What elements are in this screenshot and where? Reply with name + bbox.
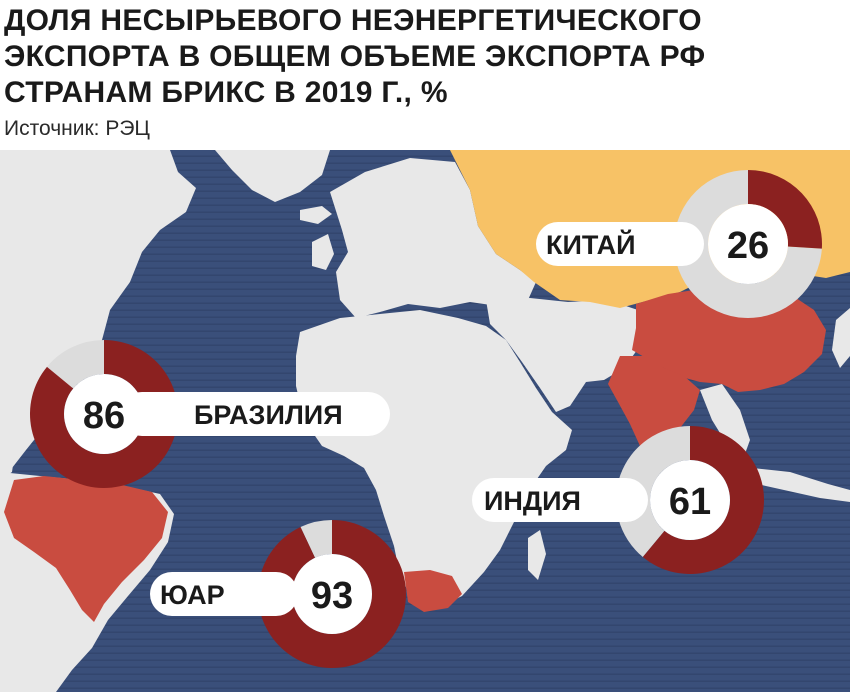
donut-india <box>616 426 765 574</box>
british-isles-landmass <box>312 234 334 270</box>
africa-landmass <box>296 310 572 608</box>
chart-header: ДОЛЯ НЕСЫРЬЕВОГО НЕЭНЕРГЕТИЧЕСКОГО ЭКСПО… <box>0 0 850 150</box>
europe-landmass <box>330 158 536 318</box>
label-brazil: БРАЗИЛИЯ <box>194 400 343 430</box>
source-note: Источник: РЭЦ <box>4 117 150 140</box>
donut-china-value-arc <box>748 170 822 249</box>
indonesia-landmass <box>734 466 850 502</box>
donut-brazil-remainder <box>46 340 104 389</box>
label-pill-india <box>472 478 648 522</box>
chart-title-line-1: ДОЛЯ НЕСЫРЬЕВОГО НЕЭНЕРГЕТИЧЕСКОГО <box>4 4 702 37</box>
brazil-region <box>4 476 168 622</box>
value-brazil: 86 <box>83 395 125 437</box>
south-africa-region <box>404 570 462 612</box>
japan-landmass <box>832 308 850 368</box>
donut-south-africa <box>258 520 406 668</box>
donut-south-africa-value-arc <box>258 520 406 668</box>
label-pill-china <box>536 222 704 266</box>
donut-china <box>674 170 822 318</box>
label-south-africa: ЮАР <box>160 580 225 610</box>
greenland-landmass <box>215 150 330 202</box>
value-china: 26 <box>727 225 769 267</box>
donut-india-value-arc <box>642 426 765 574</box>
label-pill-brazil <box>120 392 390 436</box>
donut-china-remainder <box>674 170 822 318</box>
donut-china-center <box>708 204 788 284</box>
india-region <box>608 356 700 462</box>
chart-title-line-2: ЭКСПОРТА В ОБЩЕМ ОБЪЕМЕ ЭКСПОРТА РФ <box>4 40 706 73</box>
value-india: 61 <box>669 481 711 523</box>
madagascar-landmass <box>528 530 546 580</box>
donut-india-center <box>650 460 730 540</box>
middle-east-landmass <box>486 298 640 412</box>
brics-map: КИТАЙ БРАЗИЛИЯ ИНДИЯ ЮАР 26 86 61 93 <box>0 150 850 692</box>
label-china: КИТАЙ <box>546 229 636 260</box>
donut-india-remainder <box>616 426 690 558</box>
value-south-africa: 93 <box>311 575 353 617</box>
donut-brazil-center <box>64 374 144 454</box>
donut-south-africa-center <box>292 554 372 634</box>
southeast-asia-landmass <box>700 384 750 462</box>
label-india: ИНДИЯ <box>484 486 581 516</box>
donut-brazil <box>29 340 179 488</box>
iceland-landmass <box>300 206 332 224</box>
donut-south-africa-remainder <box>300 520 332 558</box>
donut-brazil-value-arc <box>29 340 179 488</box>
chart-title-line-3: СТРАНАМ БРИКС В 2019 Г., % <box>4 76 448 109</box>
label-pill-south-africa <box>150 572 298 616</box>
